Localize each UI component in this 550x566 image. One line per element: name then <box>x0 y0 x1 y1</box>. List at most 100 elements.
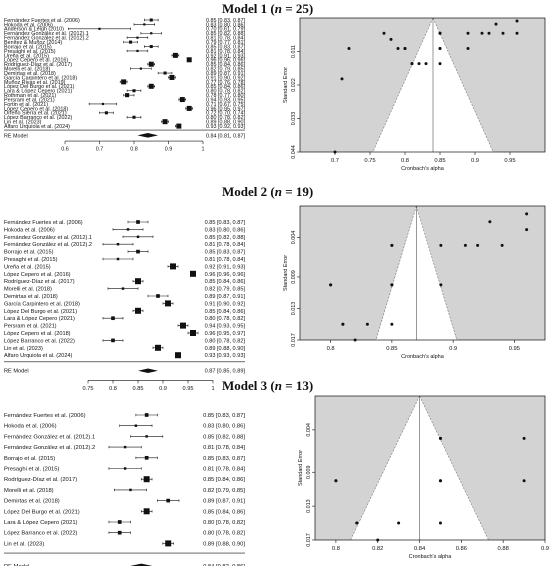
study-point <box>135 307 141 314</box>
study-ci-text: 0.81 [0.78, 0.84] <box>206 49 245 55</box>
funnel-y-tick-label: 0.017 <box>306 533 312 547</box>
funnel-x-tick-label: 0.9 <box>449 346 457 352</box>
study-ci-text: 0.81 [0.78, 0.84] <box>205 257 246 263</box>
funnel-edge-right <box>416 205 458 341</box>
study-ci-text: 0.71 [0.67, 0.75] <box>206 102 245 108</box>
study-label: Anderson & Leigh (2010) <box>4 27 64 33</box>
study-label: Orfeño Sierra et al. (2021) <box>4 111 67 117</box>
x-tick-label: 0.8 <box>109 386 117 392</box>
study-label: Hokoda et al. (2006) <box>4 227 55 233</box>
study-label: Fernández Fuertes et al. (2006) <box>4 18 80 24</box>
study-ci-text: 0.85 [0.83, 0.87] <box>203 456 245 462</box>
re-model-label: RE Model <box>4 564 29 566</box>
study-label: Presaghi et al. (2015) <box>4 49 56 55</box>
study-label: Lara & López Cepero (2021) <box>4 520 78 526</box>
study-point <box>111 338 115 343</box>
funnel-point <box>329 283 333 287</box>
study-ci-text: 0.70 [0.61, 0.79] <box>206 27 245 33</box>
funnel-x-axis-title: Cronbach's alpha <box>409 554 453 560</box>
study-point <box>180 322 186 329</box>
study-point <box>117 530 122 535</box>
study-point <box>190 270 196 277</box>
study-label: Fernández Fuertes et al. (2006) <box>4 413 86 419</box>
funnel-y-tick-label: 0.022 <box>291 78 297 92</box>
funnel-point <box>438 31 442 35</box>
study-point <box>136 49 139 53</box>
study-point <box>186 105 192 111</box>
study-point <box>136 220 140 224</box>
study-ci-text: 0.94 [0.93, 0.95] <box>205 324 246 330</box>
study-point <box>121 287 125 290</box>
study-ci-text: 0.85 [0.84, 0.86] <box>205 279 246 285</box>
funnel-y-tick-label: 0.009 <box>291 270 297 284</box>
study-label: Rodríguez-Díaz et al. (2017) <box>4 477 77 483</box>
funnel-point <box>417 62 421 66</box>
funnel-x-tick-label: 0.75 <box>364 158 375 164</box>
study-ci-text: 0.85 [0.82, 0.88] <box>205 235 246 241</box>
x-tick-label: 0.75 <box>83 386 94 392</box>
funnel-point <box>522 479 526 483</box>
funnel-point <box>396 46 400 50</box>
study-label: Presaghi et al. (2015) <box>4 257 58 263</box>
study-label: Ureña et al. (2015) <box>4 264 51 270</box>
model-3-title-n: n <box>274 378 282 393</box>
funnel-point <box>488 220 492 224</box>
funnel-y-axis-title: Standard Error <box>283 255 289 291</box>
model-3-title-prefix: Model 3 ( <box>222 378 275 393</box>
funnel-point <box>397 521 401 525</box>
study-label: Fernández González et al. (2012).2 <box>4 36 89 42</box>
study-ci-text: 0.85 [0.84, 0.86] <box>203 477 245 483</box>
study-ci-text: 0.83 [0.80, 0.86] <box>206 22 245 28</box>
funnel-point <box>340 77 344 81</box>
study-ci-text: 0.89 [0.88, 0.90] <box>206 120 245 126</box>
study-label: Borrajo et al. (2015) <box>4 250 54 256</box>
study-ci-text: 0.81 [0.78, 0.84] <box>205 242 246 248</box>
study-ci-text: 0.91 [0.90, 0.92] <box>206 75 245 81</box>
study-label: Alfaro Urquiola et al. (2024) <box>4 124 70 130</box>
funnel-y-tick-label: 0.044 <box>291 145 297 159</box>
model-2-title-n: n <box>274 184 282 199</box>
study-ci-text: 0.80 [0.78, 0.82] <box>205 338 246 344</box>
x-tick-label: 0.9 <box>165 147 173 153</box>
study-label: López Cepero et al. (2018) <box>4 331 71 337</box>
re-model-ci-text: 0.84 [0.81, 0.87] <box>206 133 245 139</box>
funnel-y-tick-label: 0.013 <box>306 499 312 513</box>
model-3-title: Model 3 (n = 13) <box>222 378 313 394</box>
study-ci-text: 0.85 [0.84, 0.86] <box>205 309 246 315</box>
study-ci-text: 0.85 [0.84, 0.86] <box>206 84 245 90</box>
study-label: Morelli et al. (2018) <box>4 287 52 293</box>
study-point <box>98 27 101 30</box>
study-ci-text: 0.81 [0.78, 0.84] <box>203 467 245 473</box>
funnel-x-tick-label: 0.9 <box>541 546 549 552</box>
study-label: López Barranco et al. (2022) <box>4 531 78 537</box>
funnel-point <box>365 322 369 326</box>
study-point <box>129 488 132 492</box>
study-point <box>170 263 176 270</box>
x-tick-label: 0.9 <box>159 386 167 392</box>
study-ci-text: 0.96 [0.96, 0.96] <box>206 58 245 64</box>
funnel-point <box>390 322 394 326</box>
study-point <box>165 300 171 307</box>
study-label: Lin et al. (2023) <box>4 346 43 352</box>
study-label: Lara & López Cepero (2021) <box>4 89 73 95</box>
funnel-point <box>390 243 394 247</box>
funnel-frame <box>299 205 546 341</box>
study-ci-text: 0.82 [0.79, 0.85] <box>206 67 245 73</box>
re-model-label: RE Model <box>4 133 28 139</box>
funnel-point <box>334 479 338 483</box>
model-2-title-prefix: Model 2 ( <box>222 184 275 199</box>
x-tick-label: 1 <box>202 147 205 153</box>
study-point <box>179 97 185 103</box>
funnel-point <box>439 243 443 247</box>
study-point <box>129 40 133 44</box>
funnel-x-tick-label: 0.9 <box>471 158 479 164</box>
funnel-edge-right <box>419 395 489 541</box>
study-ci-text: 0.91 [0.90, 0.92] <box>205 301 246 307</box>
funnel-edge-left <box>375 205 417 341</box>
funnel-y-tick-label: 0.004 <box>306 423 312 437</box>
study-label: López Del Burgo et al. (2021) <box>4 84 75 90</box>
study-label: López Cepero et al. (2018) <box>4 106 68 112</box>
model-1-title-n: n <box>274 1 282 16</box>
study-ci-text: 0.85 [0.84, 0.86] <box>206 62 245 68</box>
funnel-y-tick-label: 0.013 <box>291 302 297 316</box>
